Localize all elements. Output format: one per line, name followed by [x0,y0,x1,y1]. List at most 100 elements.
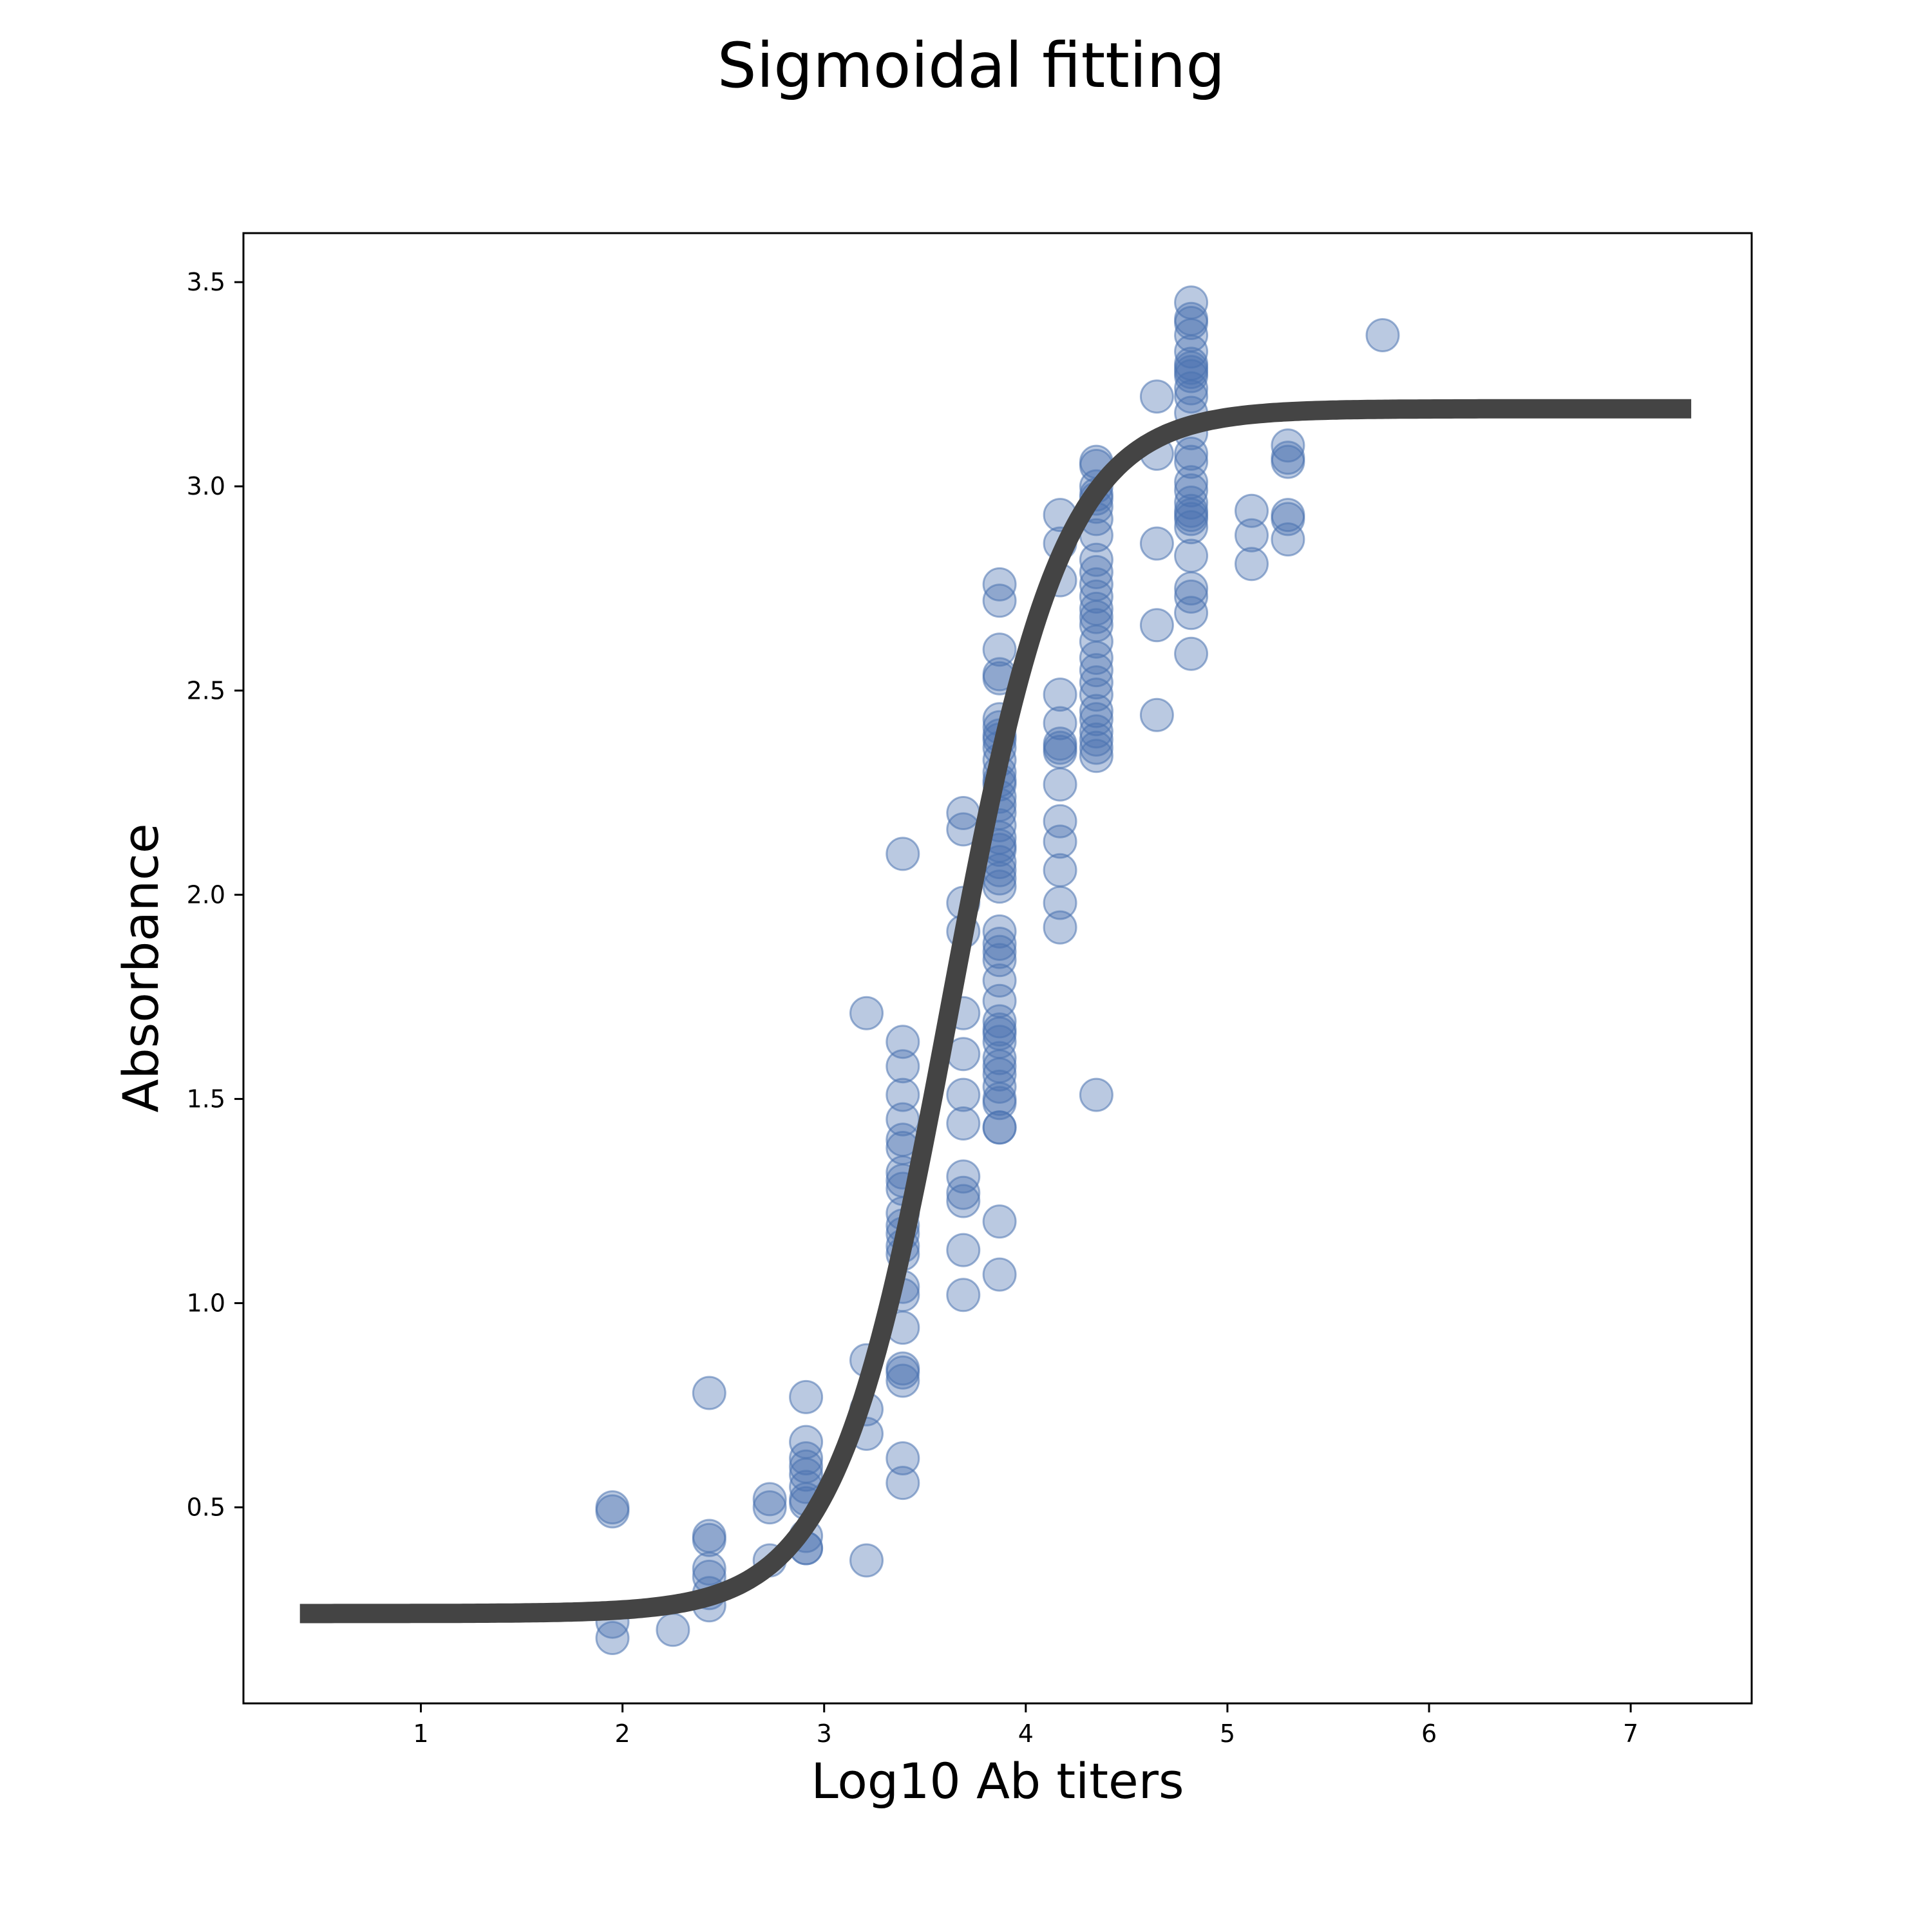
data-point [982,1204,1017,1239]
data-point [1043,886,1077,920]
data-point [1174,350,1209,385]
data-point [1079,730,1113,765]
data-point [1079,1077,1113,1112]
data-point [1043,853,1077,887]
data-point [982,943,1017,978]
data-point [1271,522,1305,557]
data-point [789,1457,824,1492]
data-point [1174,571,1209,606]
data-point [1139,379,1174,414]
data-point [1174,498,1209,533]
data-point [1174,371,1209,406]
data-point [1043,706,1077,741]
data-point [1079,694,1113,728]
data-point [1174,538,1209,573]
data-point [1079,554,1113,589]
data-point [1079,600,1113,634]
data-point [1174,510,1209,545]
data-point [1079,665,1113,700]
x-tick-label: 6 [1421,1719,1437,1748]
data-point [982,1012,1017,1047]
data-point [1235,493,1269,528]
data-point [656,1613,690,1647]
data-point [886,1025,920,1059]
data-point [1043,730,1077,765]
y-tick-label: 3.0 [187,472,225,500]
x-tick-label: 4 [1018,1719,1034,1748]
data-point [1079,702,1113,737]
data-point [982,1110,1017,1145]
data-point [886,1355,920,1390]
data-point [886,1441,920,1475]
data-point [1043,804,1077,838]
x-tick-label: 7 [1623,1719,1638,1748]
data-point [982,914,1017,949]
data-point [1271,444,1305,479]
data-point [692,1376,726,1410]
y-tick-label: 0.5 [187,1493,225,1522]
data-point [1043,767,1077,802]
data-point [1174,444,1209,479]
y-tick-label: 1.0 [187,1289,225,1318]
data-point [946,1278,981,1312]
data-point [982,1004,1017,1039]
data-point [982,934,1017,969]
data-point [1043,824,1077,859]
data-point [982,963,1017,998]
data-point [1235,547,1269,582]
data-point [1235,518,1269,553]
x-axis-label: Log10 Ab titers [811,1752,1184,1810]
data-point [982,583,1017,618]
data-point [1079,653,1113,688]
y-tick-label: 3.5 [187,268,225,296]
data-point [946,1184,981,1218]
data-point [886,837,920,871]
x-axis: 1 2 3 4 5 6 7 [413,1703,1638,1748]
data-point [982,1086,1017,1121]
data-point [1174,636,1209,671]
data-point [1174,359,1209,393]
x-tick-label: 1 [413,1719,428,1748]
data-point [982,869,1017,904]
data-point [789,1379,824,1414]
data-point [1174,596,1209,630]
data-point [752,1490,787,1525]
x-tick-label: 5 [1220,1719,1235,1748]
data-point [886,1466,920,1501]
data-point [692,1519,726,1553]
data-point [1174,437,1209,471]
data-point [982,1057,1017,1092]
data-point [1271,502,1305,536]
data-point [1079,641,1113,675]
data-point [1139,608,1174,643]
data-point [1174,473,1209,507]
data-point [1139,697,1174,732]
data-point [1079,739,1113,773]
chart-title: Sigmoidal fitting [717,30,1226,102]
data-point [1079,542,1113,577]
data-point [1139,526,1174,561]
data-point [982,1257,1017,1292]
data-point [595,1494,630,1529]
x-tick-label: 2 [615,1719,630,1748]
data-point [849,996,884,1030]
data-point [886,1077,920,1112]
data-point [1079,579,1113,614]
fit-curve [294,399,1698,1624]
data-point [886,1049,920,1084]
data-point [946,1233,981,1267]
data-point [982,632,1017,667]
fit-curve-layer [294,399,1698,1624]
data-point [595,1621,630,1655]
y-tick-label: 1.5 [187,1084,225,1113]
plot-frame [242,232,1753,1705]
data-point [752,1482,787,1517]
data-point [1043,677,1077,712]
y-tick-label: 2.5 [187,676,225,705]
data-point [692,1551,726,1586]
x-tick-label: 3 [817,1719,832,1748]
y-tick-label: 2.0 [187,880,225,909]
data-point [946,1106,981,1141]
data-point [1043,910,1077,945]
